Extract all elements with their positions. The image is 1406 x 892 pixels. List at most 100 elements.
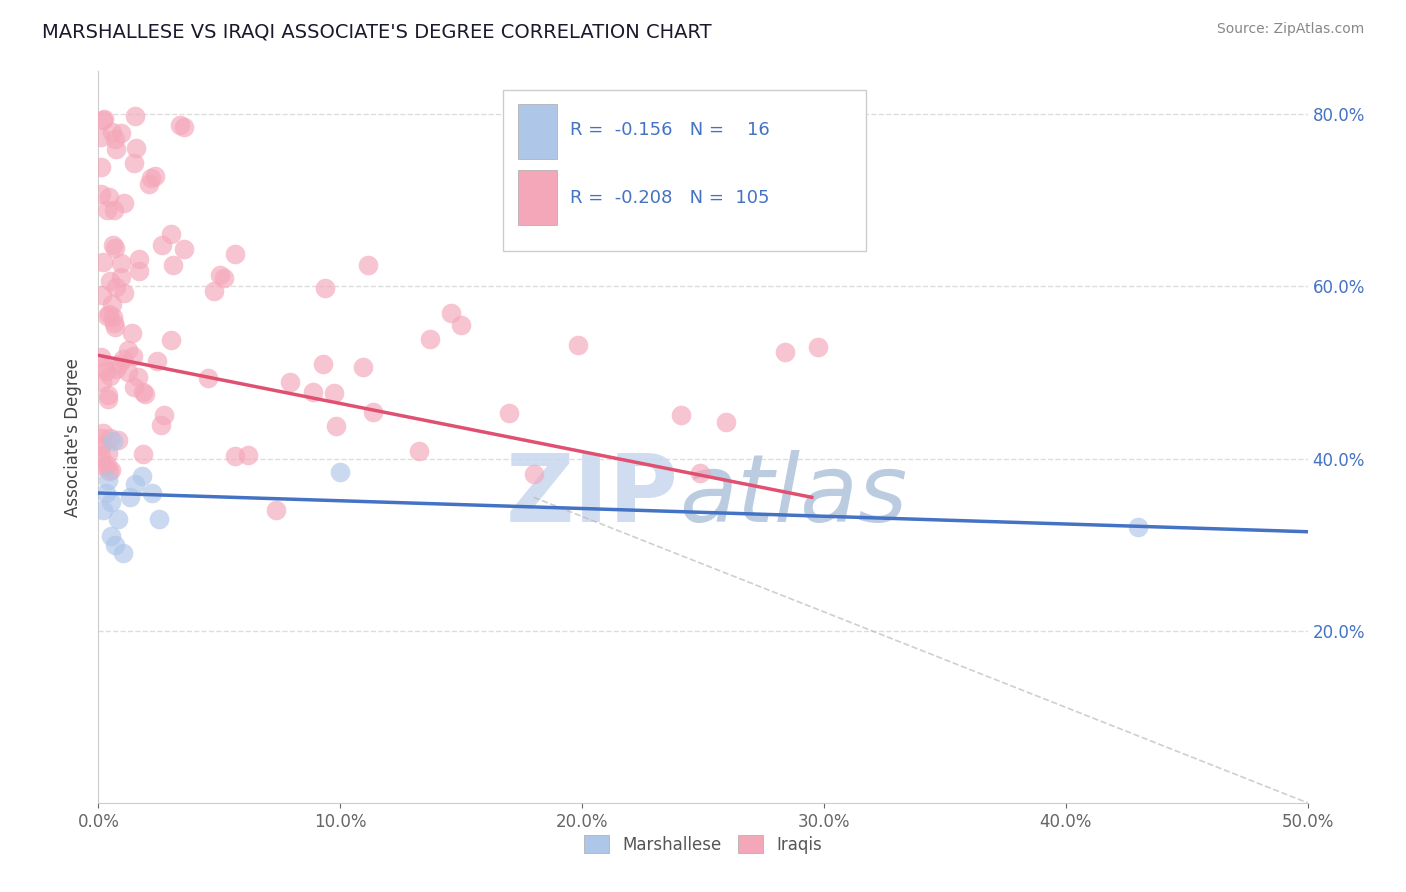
Text: R =  -0.156   N =    16: R = -0.156 N = 16	[569, 121, 769, 139]
Point	[90, 439, 112, 453]
Point	[329, 465, 352, 479]
Point	[138, 177, 160, 191]
Point	[110, 127, 132, 141]
Point	[132, 385, 155, 400]
Point	[100, 297, 122, 311]
Point	[91, 288, 114, 302]
Point	[127, 370, 149, 384]
Point	[97, 464, 120, 478]
Point	[125, 140, 148, 154]
Point	[202, 284, 225, 298]
Point	[90, 186, 112, 201]
Point	[325, 419, 347, 434]
Point	[146, 353, 169, 368]
Point	[103, 203, 125, 218]
Point	[214, 271, 236, 285]
Point	[236, 448, 259, 462]
Point	[124, 477, 146, 491]
Point	[173, 242, 195, 256]
Point	[264, 503, 287, 517]
Point	[162, 258, 184, 272]
Point	[117, 343, 139, 358]
Point	[352, 360, 374, 375]
Point	[98, 369, 121, 384]
Point	[96, 309, 118, 323]
Point	[128, 263, 150, 277]
Point	[278, 375, 301, 389]
Point	[440, 305, 463, 319]
Point	[91, 458, 114, 473]
Point	[103, 310, 125, 324]
Point	[523, 467, 546, 481]
Point	[100, 463, 122, 477]
FancyBboxPatch shape	[517, 104, 557, 159]
Point	[356, 258, 378, 272]
Point	[714, 416, 737, 430]
Point	[139, 171, 162, 186]
Point	[143, 169, 166, 183]
Text: ZIP: ZIP	[506, 450, 679, 541]
Point	[197, 370, 219, 384]
Point	[160, 227, 183, 241]
Legend: Marshallese, Iraqis: Marshallese, Iraqis	[578, 829, 828, 860]
Point	[91, 254, 114, 268]
Point	[104, 143, 127, 157]
Point	[104, 241, 127, 255]
Text: atlas: atlas	[679, 450, 907, 541]
Point	[159, 333, 181, 347]
Point	[98, 431, 121, 445]
Point	[311, 357, 333, 371]
Point	[149, 417, 172, 432]
Point	[98, 307, 121, 321]
Point	[90, 130, 112, 145]
Point	[209, 268, 232, 283]
Point	[100, 124, 122, 138]
Point	[124, 380, 146, 394]
Point	[97, 388, 120, 402]
Point	[131, 468, 153, 483]
Point	[97, 392, 120, 407]
Point	[419, 332, 441, 346]
Point	[111, 546, 134, 560]
Point	[567, 338, 589, 352]
Point	[90, 375, 112, 389]
Point	[361, 405, 384, 419]
Point	[91, 113, 114, 128]
Point	[104, 131, 127, 145]
Point	[93, 112, 115, 126]
Point	[112, 286, 135, 301]
Point	[122, 156, 145, 170]
Point	[97, 446, 120, 460]
Point	[96, 458, 118, 473]
Point	[128, 252, 150, 266]
Point	[110, 269, 132, 284]
Point	[148, 512, 170, 526]
Point	[314, 281, 336, 295]
Point	[323, 385, 346, 400]
Point	[104, 280, 127, 294]
Point	[117, 365, 139, 379]
Point	[134, 387, 156, 401]
Text: R =  -0.208   N =  105: R = -0.208 N = 105	[569, 189, 769, 207]
Point	[152, 408, 174, 422]
Text: Source: ZipAtlas.com: Source: ZipAtlas.com	[1216, 22, 1364, 37]
Point	[224, 247, 246, 261]
Point	[450, 318, 472, 333]
Point	[90, 160, 112, 174]
Point	[302, 384, 325, 399]
Point	[152, 238, 174, 252]
Point	[104, 320, 127, 334]
Point	[103, 316, 125, 330]
Point	[107, 512, 129, 526]
Point	[122, 349, 145, 363]
Point	[101, 238, 124, 252]
Point	[224, 449, 246, 463]
Point	[98, 190, 121, 204]
Y-axis label: Associate's Degree: Associate's Degree	[65, 358, 83, 516]
FancyBboxPatch shape	[503, 90, 866, 251]
Point	[96, 203, 118, 218]
Point	[671, 408, 693, 422]
Point	[112, 196, 135, 211]
FancyBboxPatch shape	[517, 170, 557, 225]
Point	[807, 340, 830, 354]
